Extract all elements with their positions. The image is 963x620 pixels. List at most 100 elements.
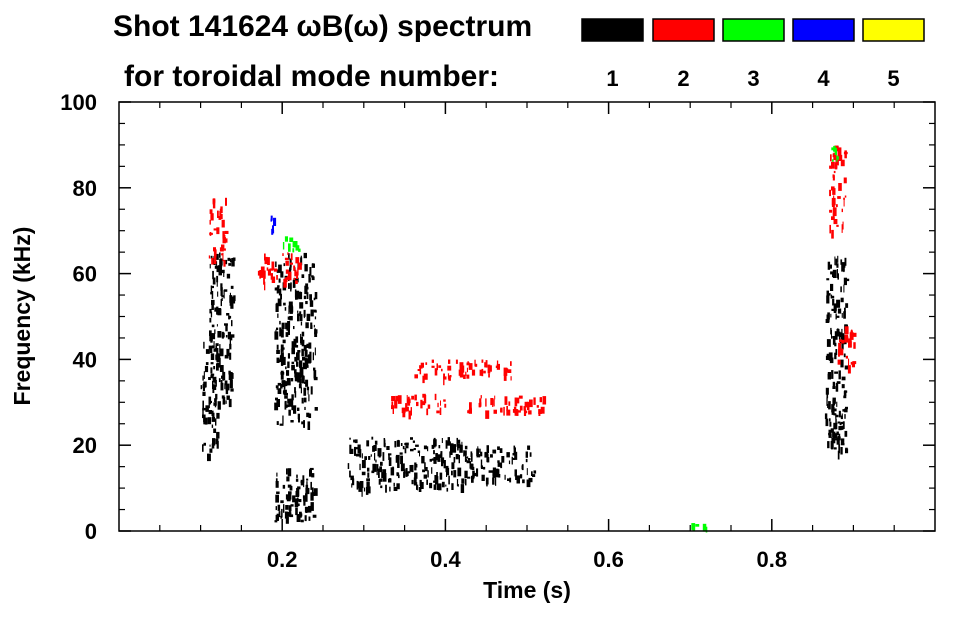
mode-1-mark — [463, 450, 465, 457]
mode-2-mark — [448, 375, 451, 381]
mode-2-mark — [213, 255, 217, 265]
mode-1-mark — [215, 343, 219, 346]
mode-1-mark — [290, 283, 292, 292]
mode-1-mark — [209, 330, 212, 336]
mode-1-mark — [288, 283, 290, 289]
mode-1-mark — [457, 467, 462, 477]
mode-1-mark — [307, 358, 311, 364]
mode-1-mark — [305, 493, 308, 502]
mode-2-mark — [420, 362, 424, 368]
mode-1-mark — [826, 278, 830, 281]
mode-1-mark — [366, 440, 370, 447]
mode-1-mark — [400, 455, 403, 465]
mode-1-mark — [842, 409, 846, 412]
mode-1-mark — [210, 375, 214, 379]
mode-1-mark — [297, 377, 301, 383]
mode-2-mark — [283, 278, 287, 288]
mode-1-mark — [287, 361, 290, 369]
mode-1-mark — [287, 484, 292, 488]
mode-3-mark — [284, 236, 288, 242]
mode-1-mark — [215, 438, 219, 445]
mode-1-mark — [429, 482, 433, 489]
mode-1-mark — [307, 389, 309, 395]
mode-1-mark — [832, 386, 836, 389]
mode-2-mark — [839, 348, 844, 356]
mode-2-mark — [463, 374, 466, 379]
mode-1-mark — [833, 422, 838, 430]
mode-1-region — [274, 252, 318, 430]
mode-2-mark — [833, 152, 837, 161]
mode-1-mark — [492, 470, 497, 478]
mode-1-mark — [419, 452, 420, 457]
mode-1-mark — [226, 273, 231, 279]
mode-1-mark — [443, 460, 446, 469]
mode-1-mark — [217, 401, 221, 410]
mode-1-mark — [277, 287, 280, 293]
mode-1-mark — [304, 397, 307, 403]
mode-1-mark — [231, 334, 235, 338]
mode-1-mark — [297, 310, 299, 313]
mode-1-mark — [457, 447, 459, 451]
mode-1-mark — [832, 431, 834, 437]
mode-1-mark — [223, 289, 225, 299]
mode-1-mark — [841, 413, 843, 419]
mode-1-mark — [202, 383, 206, 389]
mode-1-mark — [302, 339, 305, 344]
mode-1-mark — [477, 446, 479, 452]
mode-1-mark — [308, 413, 312, 418]
mode-1-mark — [446, 467, 450, 476]
mode-2-mark — [269, 268, 274, 271]
mode-1-mark — [442, 457, 445, 464]
mode-1-mark — [490, 454, 493, 458]
mode-1-mark — [212, 270, 214, 280]
mode-1-mark — [464, 470, 468, 478]
mode-1-mark — [461, 478, 465, 484]
mode-1-mark — [453, 457, 456, 463]
mode-2-mark — [841, 224, 843, 233]
mode-1-mark — [205, 349, 210, 354]
mode-1-mark — [404, 448, 407, 454]
mode-1-mark — [229, 295, 233, 303]
mode-1-mark — [843, 353, 846, 358]
mode-1-mark — [275, 385, 279, 389]
mode-3-mark — [288, 243, 291, 252]
mode-1-mark — [361, 487, 363, 497]
mode-2-mark — [495, 365, 500, 368]
mode-1-mark — [228, 373, 230, 380]
mode-1-mark — [507, 478, 510, 481]
mode-3-mark — [836, 155, 838, 162]
mode-1-mark — [211, 424, 214, 428]
mode-2-mark — [835, 204, 838, 208]
mode-2-mark — [209, 209, 213, 214]
mode-2-mark — [264, 256, 268, 265]
mode-1-mark — [305, 487, 310, 495]
mode-1-mark — [830, 283, 834, 291]
mode-2-mark — [471, 369, 476, 376]
mode-2-mark — [467, 361, 469, 364]
mode-1-mark — [364, 456, 367, 460]
mode-1-mark — [833, 447, 837, 450]
mode-1-mark — [433, 457, 437, 464]
mode-1-mark — [421, 456, 425, 464]
mode-1-mark — [840, 297, 844, 303]
mode-4-mark — [271, 228, 274, 235]
mode-1-mark — [422, 469, 425, 473]
mode-1-mark — [223, 289, 228, 292]
mode-2-mark — [850, 361, 853, 365]
mode-1-mark — [281, 380, 286, 388]
mode-1-mark — [213, 341, 215, 346]
mode-1-mark — [293, 326, 295, 330]
mode-1-mark — [514, 469, 517, 477]
mode-2-mark — [465, 371, 467, 376]
mode-1-mark — [479, 448, 481, 453]
mode-1-mark — [216, 324, 218, 327]
mode-1-mark — [230, 285, 234, 289]
mode-2-mark — [405, 406, 409, 412]
mode-1-mark — [835, 419, 837, 425]
mode-1-mark — [294, 498, 299, 508]
mode-1-mark — [832, 336, 836, 339]
mode-1-mark — [229, 343, 232, 350]
mode-1-mark — [312, 514, 317, 518]
mode-1-mark — [296, 277, 299, 283]
